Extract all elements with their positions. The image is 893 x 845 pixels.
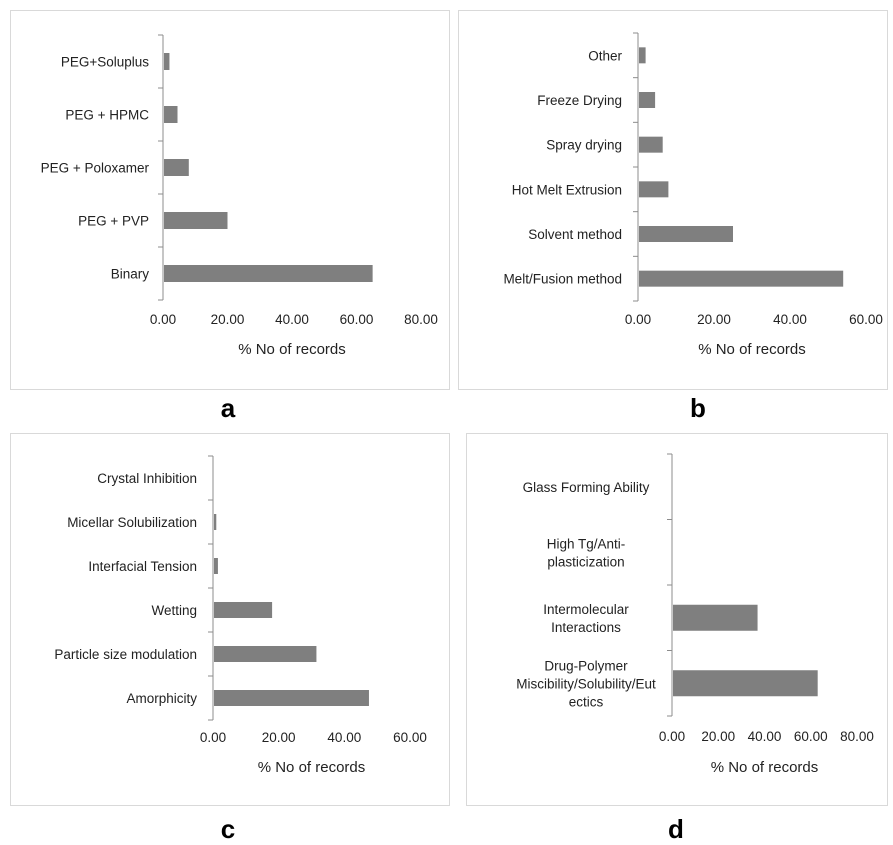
chart-c-x-tick-label: 40.00	[327, 730, 361, 745]
panel-label-b: b	[690, 393, 706, 423]
chart-c-bar-3	[214, 602, 273, 618]
chart-b-svg: Other Freeze Drying Spray drying Hot Melt E…	[503, 32, 883, 358]
chart-b-bar-4	[639, 226, 733, 242]
chart-c-category-label: Crystal Inhibition	[97, 471, 197, 486]
chart-c-category-label: Wetting	[151, 603, 197, 618]
chart-c-bar-5	[214, 690, 369, 706]
chart-a-category-label: PEG + Poloxamer	[41, 161, 150, 176]
chart-d-x-tick-label: 80.00	[840, 729, 874, 744]
chart-b-category-label: Hot Melt Extrusion	[512, 182, 622, 197]
chart-b-bar-1	[639, 92, 656, 108]
chart-b-bar-0	[639, 47, 646, 64]
chart-a-x-tick-label: 20.00	[211, 312, 245, 327]
chart-c-category-label: Interfacial Tension	[88, 559, 197, 574]
chart-b-category-label: Melt/Fusion method	[503, 272, 622, 287]
chart-b-x-tick-label: 0.00	[625, 312, 651, 327]
chart-d-category-label: High Tg/Anti-	[547, 536, 626, 551]
panel-label-a: a	[220, 393, 236, 423]
chart-d-x-tick-label: 20.00	[701, 729, 735, 744]
chart-a-category-label: Binary	[111, 267, 150, 282]
chart-c-x-tick-label: 0.00	[200, 730, 226, 745]
chart-c-svg: Crystal Inhibition Micellar Solubilizatio…	[54, 455, 427, 776]
chart-b-x-tick-label: 60.00	[849, 312, 883, 327]
chart-a-svg: PEG+Soluplus PEG + HPMC PEG + Poloxamer PEG…	[41, 34, 438, 358]
chart-c-category-label: Particle size modulation	[54, 647, 197, 662]
chart-c-x-tick-label: 60.00	[393, 730, 427, 745]
chart-b-x-axis-title: % No of records	[698, 341, 806, 358]
chart-d-category-label: Intermolecular	[543, 602, 629, 617]
chart-b-x-tick-label: 20.00	[697, 312, 731, 327]
chart-a-category-label: PEG + PVP	[78, 214, 149, 229]
chart-b-category-label: Freeze Drying	[537, 93, 622, 108]
chart-d-category-label: Miscibility/Solubility/Eut	[516, 676, 656, 691]
chart-a-category-label: PEG + HPMC	[65, 108, 149, 123]
chart-panel-a: PEG+Soluplus PEG + HPMC PEG + Poloxamer PEG…	[10, 10, 450, 390]
chart-d-x-tick-label: 60.00	[794, 729, 828, 744]
panel-label-c: c	[220, 814, 236, 844]
chart-panel-c: Crystal Inhibition Micellar Solubilizatio…	[10, 433, 450, 806]
chart-d-category-label: Drug-Polymer	[544, 658, 628, 673]
chart-a-bar-1	[164, 106, 178, 123]
chart-d-svg: Glass Forming Ability High Tg/Anti-plasti…	[516, 453, 874, 776]
chart-a-x-tick-label: 0.00	[150, 312, 176, 327]
chart-b-category-label: Solvent method	[528, 227, 622, 242]
chart-b-category-label: Spray drying	[546, 138, 622, 153]
chart-b-bar-2	[639, 136, 663, 153]
chart-d-category-label: plasticization	[547, 554, 624, 569]
chart-panel-d: Glass Forming Ability High Tg/Anti-plasti…	[466, 433, 888, 806]
chart-a-bar-0	[164, 53, 170, 70]
chart-c-x-tick-label: 20.00	[262, 730, 296, 745]
chart-a-bar-3	[164, 212, 228, 229]
chart-d-x-tick-label: 0.00	[659, 729, 685, 744]
chart-c-bar-2	[214, 558, 218, 574]
chart-b-bar-5	[639, 270, 844, 287]
chart-a-bar-4	[164, 265, 373, 282]
chart-a-x-tick-label: 40.00	[275, 312, 309, 327]
chart-d-bar-2	[673, 604, 758, 631]
chart-d-category-label: ectics	[569, 694, 604, 709]
chart-b-x-tick-label: 40.00	[773, 312, 807, 327]
chart-c-bar-4	[214, 646, 317, 662]
chart-c-bar-1	[214, 514, 217, 530]
chart-a-category-label: PEG+Soluplus	[61, 55, 149, 70]
chart-d-bar-3	[673, 670, 818, 697]
chart-panel-b: Other Freeze Drying Spray drying Hot Melt E…	[458, 10, 888, 390]
chart-a-bar-2	[164, 159, 189, 176]
chart-c-category-label: Amorphicity	[126, 691, 197, 706]
chart-d-x-tick-label: 40.00	[748, 729, 782, 744]
chart-d-category-label: Glass Forming Ability	[523, 480, 650, 495]
chart-c-x-axis-title: % No of records	[258, 759, 366, 776]
chart-a-x-tick-label: 60.00	[340, 312, 374, 327]
panel-label-d: d	[668, 814, 684, 844]
chart-a-x-tick-label: 80.00	[404, 312, 438, 327]
chart-d-category-label: Interactions	[551, 620, 621, 635]
chart-d-x-axis-title: % No of records	[711, 759, 819, 776]
chart-b-category-label: Other	[588, 48, 622, 63]
chart-a-x-axis-title: % No of records	[238, 341, 346, 358]
chart-c-category-label: Micellar Solubilization	[67, 515, 197, 530]
chart-b-bar-3	[639, 181, 669, 198]
